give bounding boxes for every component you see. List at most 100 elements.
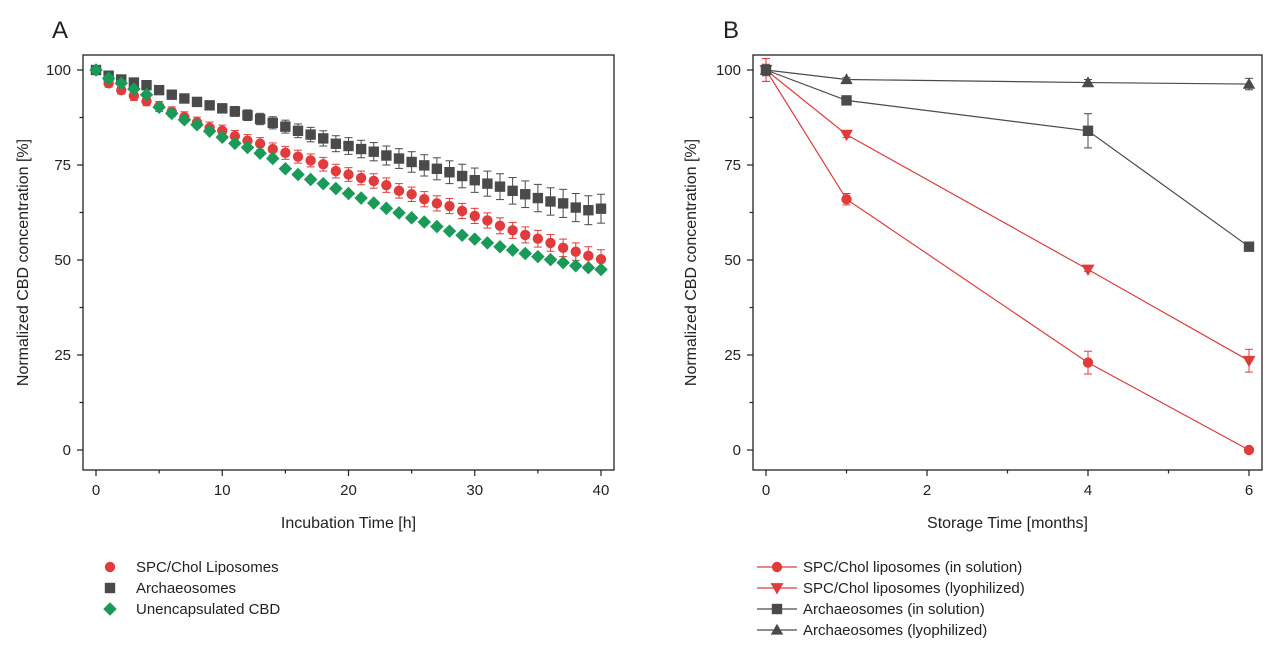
data-point <box>841 194 852 205</box>
data-point <box>406 156 417 168</box>
data-point <box>355 172 367 184</box>
data-point <box>379 201 394 216</box>
data-point <box>595 254 607 265</box>
y-tick-label: 0 <box>63 442 71 459</box>
data-point <box>291 167 305 182</box>
legend-label: Archaeosomes (lyophilized) <box>803 622 987 639</box>
legend-item: Archaeosomes (lyophilized) <box>757 622 987 639</box>
x-tick-label: 30 <box>466 482 483 499</box>
y-axis-title: Normalized CBD concentration [%] <box>15 139 32 386</box>
data-point <box>179 93 190 104</box>
data-point <box>1243 444 1255 456</box>
data-point <box>532 192 544 204</box>
data-point <box>442 224 457 238</box>
legend-marker <box>771 603 783 615</box>
legend-label: SPC/Chol liposomes (in solution) <box>803 559 1022 576</box>
data-point <box>482 178 493 189</box>
data-point <box>316 176 331 191</box>
data-point <box>278 162 293 176</box>
y-tick-label: 50 <box>54 252 71 269</box>
data-point <box>494 220 506 231</box>
data-point <box>354 191 368 205</box>
data-point <box>494 181 506 192</box>
data-point <box>141 80 152 91</box>
data-point <box>406 189 417 200</box>
data-point <box>594 262 608 277</box>
legend-marker <box>104 582 116 594</box>
data-point <box>215 130 230 145</box>
data-point <box>229 106 241 117</box>
series-line <box>765 69 1250 362</box>
data-point <box>355 143 367 155</box>
data-point <box>292 151 304 162</box>
data-point <box>444 167 455 178</box>
data-point <box>455 228 469 243</box>
x-tick-label: 6 <box>1245 482 1253 499</box>
data-point <box>280 121 291 132</box>
legend-label: SPC/Chol liposomes (lyophilized) <box>803 580 1025 597</box>
data-point <box>204 100 215 111</box>
x-axis-title: Storage Time [months] <box>927 515 1088 532</box>
data-point <box>368 175 379 187</box>
x-tick-label: 2 <box>923 482 931 499</box>
data-point <box>557 198 569 209</box>
x-tick-label: 0 <box>92 482 100 499</box>
data-point <box>518 246 533 261</box>
chart-panel-a: A 0 10 20 30 40 0 25 50 75 100 Incubation Time [h] N… <box>15 17 615 618</box>
data-point <box>431 198 443 209</box>
data-point <box>190 117 204 132</box>
data-point <box>330 138 342 149</box>
series-1 <box>759 58 1256 373</box>
data-point <box>759 63 773 75</box>
data-point <box>164 106 179 121</box>
y-tick-label: 25 <box>724 347 741 364</box>
y-tick-label: 100 <box>46 62 71 79</box>
legend-marker <box>104 561 116 573</box>
y-axis-title: Normalized CBD concentration [%] <box>683 139 700 386</box>
legend: SPC/Chol Liposomes Archaeosomes Unencapsul… <box>103 559 280 618</box>
data-point <box>153 84 165 96</box>
legend: SPC/Chol liposomes (in solution) SPC/Chol… <box>757 559 1025 639</box>
data-point <box>430 219 444 234</box>
data-point <box>303 172 318 187</box>
data-point <box>480 236 495 250</box>
chart-panel-b: B 0 2 4 6 0 25 50 75 100 Storage Time [months] Norm… <box>683 17 1263 639</box>
legend-marker <box>770 623 784 635</box>
legend-marker <box>103 602 117 616</box>
data-point <box>128 90 140 102</box>
x-axis-title: Incubation Time [h] <box>281 515 416 532</box>
data-point <box>467 232 482 246</box>
legend-label: SPC/Chol Liposomes <box>136 559 279 576</box>
data-point <box>1082 125 1094 136</box>
data-point <box>1082 357 1094 368</box>
data-point <box>381 179 392 191</box>
data-point <box>267 143 278 155</box>
data-point <box>507 185 518 197</box>
data-point <box>101 71 116 86</box>
data-point <box>557 242 569 254</box>
data-point <box>505 243 520 257</box>
data-point <box>240 140 255 155</box>
data-point <box>318 159 329 170</box>
data-point <box>139 87 154 102</box>
data-point <box>543 252 558 267</box>
data-point <box>366 196 381 210</box>
series-0 <box>760 58 1255 456</box>
data-point <box>202 124 217 138</box>
legend-label: Archaeosomes (in solution) <box>803 601 985 618</box>
x-tick-label: 0 <box>762 482 770 499</box>
data-point <box>583 205 594 216</box>
data-point <box>1242 355 1256 368</box>
data-point <box>1243 241 1255 252</box>
data-point <box>520 229 531 241</box>
x-tick-label: 4 <box>1084 482 1092 499</box>
data-point <box>469 210 480 222</box>
y-tick-label: 50 <box>724 252 741 269</box>
data-point <box>404 211 419 225</box>
data-point <box>419 160 430 171</box>
data-point <box>1081 76 1095 88</box>
data-point <box>444 200 455 212</box>
data-point <box>381 150 392 161</box>
data-point <box>242 110 253 121</box>
data-point <box>191 96 203 108</box>
